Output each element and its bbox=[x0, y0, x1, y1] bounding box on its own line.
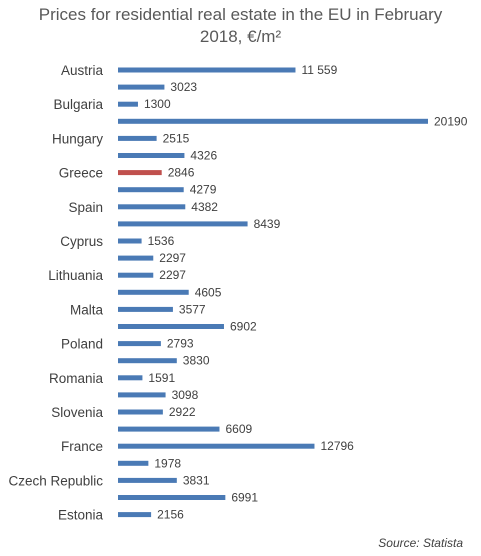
value-label-19: 3098 bbox=[172, 388, 199, 402]
value-label-7: 4279 bbox=[190, 183, 217, 197]
value-label-0: 11 559 bbox=[301, 63, 337, 77]
bar-26 bbox=[118, 512, 152, 518]
source-note: Source: Statista bbox=[378, 536, 463, 550]
bar-24 bbox=[118, 477, 177, 483]
category-label-10: Cyprus bbox=[60, 234, 103, 249]
value-label-5: 4326 bbox=[190, 149, 217, 163]
category-label-18: Romania bbox=[49, 371, 104, 386]
value-label-24: 3831 bbox=[183, 473, 210, 487]
bar-18 bbox=[118, 375, 143, 381]
category-label-6: Greece bbox=[59, 166, 103, 181]
category-label-14: Malta bbox=[70, 302, 104, 317]
value-label-6: 2846 bbox=[168, 166, 195, 180]
value-label-10: 1536 bbox=[148, 234, 175, 248]
value-label-17: 3830 bbox=[183, 354, 210, 368]
bar-10 bbox=[118, 238, 142, 244]
bar-7 bbox=[118, 187, 184, 193]
bar-19 bbox=[118, 392, 166, 398]
bar-6 bbox=[118, 170, 162, 176]
category-label-4: Hungary bbox=[52, 131, 103, 146]
value-label-20: 2922 bbox=[169, 405, 196, 419]
value-label-15: 6902 bbox=[230, 320, 257, 334]
bar-3 bbox=[118, 118, 428, 124]
value-label-8: 4382 bbox=[191, 200, 218, 214]
category-label-24: Czech Republic bbox=[8, 473, 103, 488]
bar-23 bbox=[118, 460, 149, 466]
bar-15 bbox=[118, 324, 224, 329]
bar-2 bbox=[118, 101, 138, 107]
value-label-2: 1300 bbox=[144, 97, 171, 111]
chart-title-line-1: Prices for residential real estate in th… bbox=[38, 5, 443, 24]
value-label-3: 20190 bbox=[434, 114, 468, 128]
bar-13 bbox=[118, 289, 189, 295]
value-label-11: 2297 bbox=[159, 251, 186, 265]
bar-12 bbox=[118, 272, 154, 278]
category-label-26: Estonia bbox=[58, 508, 104, 523]
category-label-20: Slovenia bbox=[51, 405, 103, 420]
bar-1 bbox=[118, 84, 165, 90]
category-label-22: France bbox=[61, 439, 103, 454]
value-label-18: 1591 bbox=[148, 371, 175, 385]
category-label-8: Spain bbox=[68, 200, 103, 215]
value-label-22: 12796 bbox=[320, 439, 354, 453]
value-label-13: 4605 bbox=[195, 285, 222, 299]
bar-0 bbox=[118, 67, 296, 73]
bar-21 bbox=[118, 426, 220, 432]
bar-9 bbox=[118, 221, 248, 227]
bar-22 bbox=[118, 443, 315, 449]
bar-25 bbox=[118, 495, 226, 500]
bar-14 bbox=[118, 306, 173, 312]
bar-4 bbox=[118, 135, 157, 141]
bar-8 bbox=[118, 204, 186, 210]
category-label-0: Austria bbox=[61, 63, 104, 78]
value-label-25: 6991 bbox=[231, 491, 258, 505]
bar-11 bbox=[118, 255, 154, 261]
value-label-16: 2793 bbox=[167, 337, 194, 351]
bar-16 bbox=[118, 341, 161, 347]
value-label-14: 3577 bbox=[179, 302, 206, 316]
category-label-12: Lithuania bbox=[48, 268, 103, 283]
value-label-12: 2297 bbox=[159, 268, 186, 282]
value-label-26: 2156 bbox=[157, 508, 184, 522]
chart-title: Prices for residential real estate in th… bbox=[0, 4, 481, 48]
chart-title-line-2: 2018, €/m² bbox=[199, 27, 282, 46]
value-label-4: 2515 bbox=[163, 131, 190, 145]
category-label-16: Poland bbox=[61, 337, 103, 352]
value-label-1: 3023 bbox=[170, 80, 197, 94]
category-label-2: Bulgaria bbox=[53, 97, 103, 112]
value-label-23: 1978 bbox=[154, 456, 181, 470]
value-label-9: 8439 bbox=[254, 217, 281, 231]
bar-20 bbox=[118, 409, 163, 415]
bar-5 bbox=[118, 153, 185, 158]
bar-17 bbox=[118, 358, 177, 364]
value-label-21: 6609 bbox=[225, 422, 252, 436]
